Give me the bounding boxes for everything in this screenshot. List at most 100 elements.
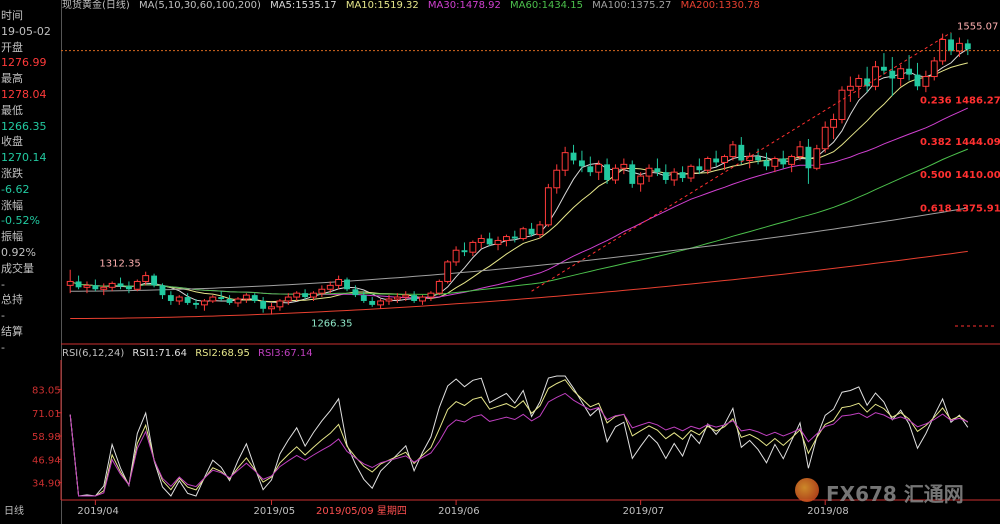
candle-body [108,282,116,288]
rsi2-value: RSI2:68.95 [195,348,250,359]
candle-body [200,300,208,306]
candle-body [670,171,678,181]
close-value: 1270.14 [1,151,47,165]
candle-body [502,236,510,241]
fib-label: 0.382 1444.09 [920,137,1000,148]
candle-body [704,158,712,171]
candle-body [477,238,485,243]
candle-body [578,160,585,167]
time-label: 时间 [1,9,23,22]
amp-label: 振幅 [1,230,23,244]
rsi1-line [69,375,969,497]
candle-body [763,160,770,167]
candle-body [696,166,703,171]
fx678-logo-icon [795,478,819,502]
candle-body [175,296,183,302]
rsi-tick-label: 58.98 [32,432,61,443]
candle-body [461,250,468,253]
candle-body [654,168,661,173]
candle-body [805,146,812,169]
chart-header: 现货黄金(日线) MA(5,10,30,60,100,200) MA5:1535… [62,0,766,12]
fib-label: 0.618 1375.91 [920,203,1000,214]
candle-body [930,60,938,78]
quote-info-panel: 时间 19-05-02 开盘 1276.99 最高 1278.04 最低 126… [0,8,60,356]
candle-body [897,68,905,79]
candle-body [494,239,502,245]
candle-body [771,158,779,167]
candle-body [864,78,871,87]
period-label: 日线 [4,504,24,517]
symbol-title: 现货黄金(日线) [62,0,130,11]
candle-body [511,236,518,239]
candle-body [92,285,99,290]
candle-body [813,148,821,169]
rsi3-value: RSI3:67.14 [258,348,313,359]
high-label: 最高 [1,72,23,86]
fib-label: 0.500 1410.00 [920,170,1000,181]
candle-body [284,296,292,302]
candle-body [276,300,284,308]
highlight-date: 2019/05/09 星期四 [316,505,407,517]
candle-body [544,187,552,226]
rsi-tick-label: 34.90 [32,479,61,490]
candle-body [955,42,963,52]
volume-label: 成交量 [1,261,34,275]
candle-body [142,275,150,282]
candle-body [427,292,435,298]
candle-body [889,70,896,79]
candle-body [402,294,410,298]
time-tick-label: 2019/04 [77,506,119,517]
rsi-tick-label: 83.05 [32,385,61,396]
candle-body [411,295,418,301]
candle-body [234,298,242,304]
candle-body [344,279,350,290]
time-tick-label: 2019/08 [807,506,849,517]
candle-body [167,295,174,301]
candle-body [914,74,921,87]
candle-body [352,289,359,296]
candle-body [83,284,91,288]
open-interest-value: - [1,309,5,323]
high-value: 1278.04 [1,87,47,101]
candle-body [385,298,393,302]
candle-body [184,297,191,303]
candle-body [780,158,787,165]
volume-value: - [1,277,5,291]
candle-body [369,300,376,305]
candle-body [326,284,334,290]
candle-body [293,292,301,298]
candle-body [604,164,611,180]
candle-body [830,118,838,128]
close-label: 收盘 [1,135,23,149]
candle-body [662,172,669,180]
candle-body [838,89,846,120]
price-annotation: 1266.35 [311,318,352,329]
candle-body [260,300,267,309]
candle-body [528,228,535,235]
candle-body [612,167,619,181]
candle-body [738,144,745,161]
watermark-cn: 汇通网 [903,482,964,506]
candle-body [729,144,737,158]
time-tick-label: 2019/06 [438,506,480,517]
candle-body [193,302,199,305]
candle-body [444,261,452,282]
candle-body [159,285,166,296]
candle-body [125,286,132,290]
candle-body [679,172,686,179]
rsi-title: RSI(6,12,24) [62,348,125,359]
candle-body [151,275,158,286]
candle-body [687,165,695,179]
candle-body [519,228,527,240]
candle-body [620,163,628,169]
candle-body [486,238,493,245]
candle-body [251,295,258,301]
rsi3-line [69,392,968,497]
open-interest-label: 总持 [1,293,23,307]
candle-body [846,85,854,91]
candle-body [788,156,796,165]
ma100-line [70,207,968,292]
candle-body [318,288,326,294]
candle-body [117,283,124,287]
